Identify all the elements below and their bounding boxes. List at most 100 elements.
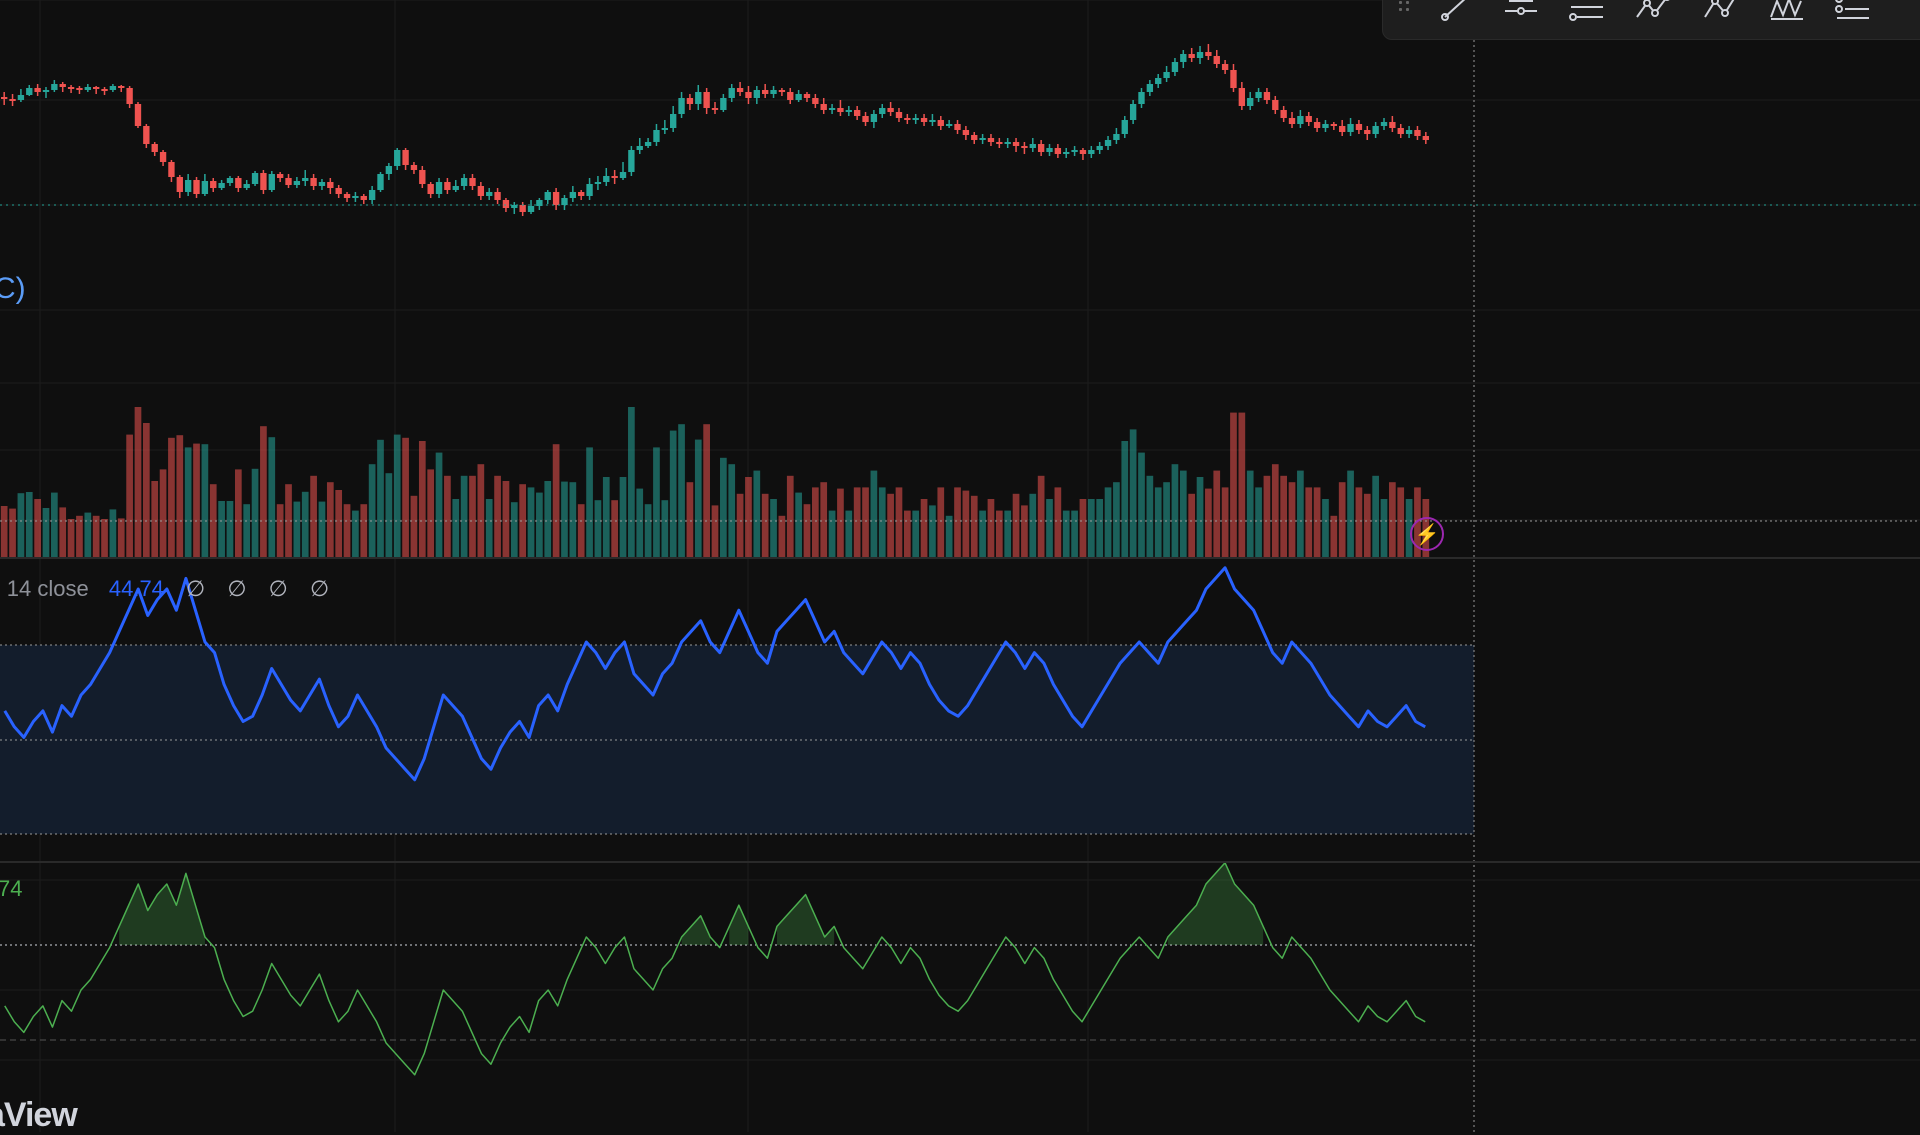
candle-body [84, 87, 91, 90]
volume-bar [669, 430, 677, 557]
candle-body [1196, 52, 1204, 58]
triangle-pattern-icon[interactable] [1701, 0, 1741, 23]
xabcd-pattern-icon[interactable] [1633, 0, 1673, 23]
volume-bar [753, 470, 761, 557]
volume-bar [937, 487, 945, 557]
candle-body [787, 92, 794, 100]
trend-line-icon[interactable] [1437, 0, 1477, 23]
candle-body [377, 174, 384, 190]
volume-bar [912, 510, 920, 557]
horizontal-ray-icon[interactable] [1501, 0, 1541, 23]
volume-bar [1347, 470, 1354, 557]
candle-body [670, 114, 677, 128]
volume-bar [1313, 487, 1321, 557]
candle-body [1389, 122, 1396, 128]
candle-body [1054, 148, 1062, 154]
volume-bar [209, 484, 217, 557]
volume-bar [586, 447, 593, 557]
candle-body [912, 118, 919, 120]
volume-bar [1238, 412, 1246, 557]
candle-body [720, 98, 727, 110]
volume-bar [619, 477, 627, 557]
volume-bar [770, 499, 777, 557]
candle-body [1297, 116, 1304, 124]
candle-body [17, 95, 25, 100]
volume-bar [1405, 499, 1413, 557]
volume-bar [109, 509, 117, 557]
volume-bar [326, 482, 334, 557]
volume-bar [711, 505, 719, 557]
candle-body [410, 165, 418, 170]
candle-body [42, 90, 50, 92]
volume-bar [686, 482, 694, 557]
drag-handle-icon[interactable] [1397, 0, 1411, 13]
volume-bar [485, 499, 493, 557]
candle-body [770, 90, 777, 94]
candle-body [1180, 54, 1187, 62]
candle-body [1347, 124, 1354, 132]
candle-body [176, 177, 183, 192]
candle-body [251, 173, 259, 184]
parallel-channel-icon[interactable] [1567, 0, 1607, 23]
candle-body [853, 110, 861, 116]
volume-bar [812, 487, 819, 557]
volume-bar [184, 447, 192, 557]
candle-body [1121, 120, 1128, 134]
volume-bar [510, 502, 518, 557]
candle-body [904, 118, 911, 120]
candle-body [736, 88, 744, 92]
volume-bar [0, 506, 8, 557]
volume-bar [644, 504, 652, 557]
stoch-legend[interactable]: 74 [0, 876, 22, 902]
volume-bar [694, 439, 702, 557]
volume-bar [360, 504, 368, 557]
volume-bar [1046, 499, 1053, 557]
candle-body [318, 182, 326, 186]
volume-bar [602, 477, 610, 557]
candle-body [561, 198, 568, 205]
candle-body [51, 84, 58, 90]
volume-bar [151, 481, 159, 557]
volume-bar [1004, 510, 1012, 557]
volume-bar [895, 487, 903, 557]
candle-body [452, 186, 459, 190]
rsi-placeholder: ∅ [227, 576, 247, 601]
rsi-pane [0, 566, 1474, 835]
candle-body [711, 108, 719, 110]
volume-bar [418, 441, 426, 557]
volume-bar [293, 501, 301, 557]
candle-body [243, 184, 250, 188]
volume-bar [469, 475, 476, 557]
candle-body [544, 192, 551, 200]
volume-bar [17, 493, 25, 557]
candle-body [1247, 98, 1254, 106]
volume-bar [1079, 499, 1087, 557]
candle-body [954, 124, 961, 130]
candle-body [745, 92, 752, 98]
candle-body [1364, 130, 1371, 134]
candle-body [987, 138, 995, 142]
candle-body [1205, 52, 1212, 56]
volume-bar [628, 407, 635, 557]
volume-bar [1138, 452, 1145, 557]
elliott-wave-icon[interactable] [1767, 0, 1807, 23]
volume-bar [878, 487, 886, 557]
rsi-legend[interactable]: E 14 close 44.74 ∅ ∅ ∅ ∅ [0, 576, 329, 602]
candle-body [812, 98, 819, 104]
candle-body [151, 144, 158, 152]
candle-body [402, 150, 409, 165]
volume-bar [452, 499, 460, 557]
volume-bar [795, 492, 802, 557]
candle-body [619, 172, 627, 178]
drawing-toolbar [1382, 0, 1920, 40]
candle-body [628, 150, 635, 172]
candle-body [636, 146, 643, 150]
lightning-icon[interactable]: ⚡ [1410, 517, 1444, 551]
fib-retracement-icon[interactable] [1833, 0, 1873, 23]
candle-body [460, 178, 468, 186]
candle-body [929, 120, 936, 122]
price-candles [0, 44, 1920, 216]
candle-body [1063, 152, 1070, 154]
volume-bar [243, 504, 251, 557]
